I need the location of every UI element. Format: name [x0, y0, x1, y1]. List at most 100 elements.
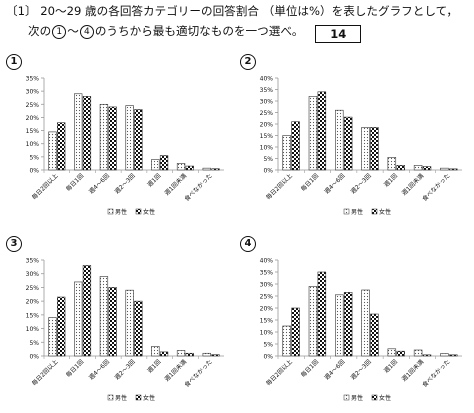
x-category-label: 週1回	[382, 172, 399, 189]
legend-label-male: 男性	[351, 394, 363, 402]
bar-female	[185, 165, 194, 171]
legend-swatch-male	[107, 208, 114, 215]
chart-option-2: 2 0% 5% 10% 15% 20% 25% 30% 35% 40% 毎日2回以上 毎日1回 週4〜…	[240, 52, 470, 224]
y-tick-label: 30%	[260, 282, 274, 289]
x-category-label: 毎日2回以上	[30, 172, 60, 202]
bar-female	[343, 292, 353, 357]
chart-option-3: 3 0% 5% 10% 15% 20% 25% 30% 35% 毎日2回以上 毎日1回 週4〜6回週…	[6, 232, 232, 410]
bar-male	[282, 135, 291, 171]
legend-label-female: 女性	[379, 208, 391, 216]
answer-box[interactable]: 14	[315, 25, 362, 43]
x-category-label: 週1回	[382, 358, 399, 375]
x-category-label: 食べなかった	[183, 172, 214, 203]
bar-male	[202, 167, 211, 171]
bar-female	[108, 106, 117, 171]
bar-male	[48, 131, 57, 171]
bar-female	[396, 165, 405, 171]
y-tick-label: 30%	[260, 99, 274, 106]
bar-female	[57, 122, 66, 171]
bar-female	[422, 166, 432, 171]
bar-female	[57, 296, 66, 357]
x-category-label: 食べなかった	[420, 172, 451, 203]
bar-male	[387, 157, 397, 171]
bar-male	[99, 103, 109, 171]
question-text-2b: 〜	[67, 24, 79, 38]
bar-female	[291, 307, 300, 357]
bar-male	[151, 159, 160, 171]
bar-female	[449, 168, 458, 171]
x-category-label: 週2〜3回	[113, 172, 137, 196]
y-tick-label: 0%	[263, 168, 273, 175]
y-tick-label: 5%	[263, 156, 273, 163]
legend-swatch-male	[343, 208, 350, 215]
bar-male	[413, 349, 423, 357]
legend-label-male: 男性	[115, 208, 127, 216]
y-tick-label: 30%	[26, 271, 40, 278]
legend-swatch-male	[107, 394, 114, 401]
bar-male	[151, 346, 160, 357]
legend-swatch-female	[135, 208, 142, 215]
bar-male	[125, 289, 134, 357]
y-tick-label: 10%	[260, 145, 274, 152]
bar-male	[74, 93, 83, 171]
y-tick-label: 20%	[26, 299, 40, 306]
bar-female	[291, 121, 300, 171]
x-category-label: 毎日2回以上	[264, 358, 294, 388]
x-category-label: 毎日1回	[64, 358, 85, 379]
y-tick-label: 25%	[260, 294, 274, 301]
y-tick-label: 40%	[260, 76, 274, 83]
bar-female	[82, 265, 92, 357]
y-tick-label: 10%	[260, 330, 274, 337]
x-category-label: 週1回	[146, 172, 163, 189]
bar-male	[125, 105, 134, 171]
bar-female	[159, 155, 169, 171]
bar-male	[361, 289, 370, 357]
bar-female	[370, 127, 379, 171]
chart-option-1: 1 0% 5% 10% 15% 20% 25% 30% 35% 毎日2回以上 毎日1回 週4〜6回週…	[6, 52, 232, 224]
legend-label-female: 女性	[143, 208, 155, 216]
bar-female	[317, 271, 327, 357]
bar-female	[211, 354, 220, 357]
y-tick-label: 10%	[26, 326, 40, 333]
bar-male	[282, 325, 291, 357]
x-category-label: 食べなかった	[420, 358, 451, 389]
bar-female	[317, 91, 327, 171]
y-tick-label: 5%	[29, 340, 39, 347]
y-tick-label: 35%	[260, 87, 274, 94]
bar-male	[335, 109, 344, 171]
option-number-4: 4	[240, 236, 256, 252]
bar-male	[176, 350, 186, 357]
bar-male	[48, 317, 57, 357]
circled-option-1-ref: 1	[52, 25, 67, 39]
y-tick-label: 15%	[260, 133, 274, 140]
x-category-label: 毎日2回以上	[264, 172, 294, 202]
bar-male	[176, 163, 186, 171]
bar-male	[99, 276, 109, 357]
bar-female	[134, 109, 143, 171]
x-category-label: 週2〜3回	[349, 358, 373, 382]
question-line-2: 次の 1 〜 4 のうちから最も適切なものを一つ選べ。 14	[28, 24, 362, 43]
y-tick-label: 10%	[26, 141, 40, 148]
y-tick-label: 20%	[260, 306, 274, 313]
legend-swatch-female	[135, 394, 142, 401]
bar-chart-3: 0% 5% 10% 15% 20% 25% 30% 35% 毎日2回以上 毎日1回 週4〜6回 週2〜…	[26, 258, 224, 402]
legend-swatch-female	[371, 394, 378, 401]
bar-female	[134, 300, 143, 357]
circled-option-4-ref: 4	[79, 25, 94, 39]
bar-male	[202, 352, 211, 357]
y-tick-label: 0%	[29, 168, 39, 175]
legend-swatch-female	[371, 208, 378, 215]
option-number-2: 2	[240, 54, 256, 70]
bar-female	[185, 352, 194, 357]
y-tick-label: 0%	[263, 354, 273, 361]
bar-female	[82, 96, 92, 171]
bar-male	[335, 294, 344, 357]
legend-label-male: 男性	[115, 394, 127, 402]
y-tick-label: 35%	[260, 270, 274, 277]
question-text-2a: 次の	[28, 24, 52, 38]
y-tick-label: 35%	[26, 76, 40, 83]
legend-swatch-male	[343, 394, 350, 401]
bar-chart-4: 0% 5% 10% 15% 20% 25% 30% 35% 40% 毎日2回以上 毎日1回 週4〜6回…	[260, 258, 462, 402]
bar-male	[308, 96, 318, 171]
x-category-label: 食べなかった	[183, 358, 214, 389]
